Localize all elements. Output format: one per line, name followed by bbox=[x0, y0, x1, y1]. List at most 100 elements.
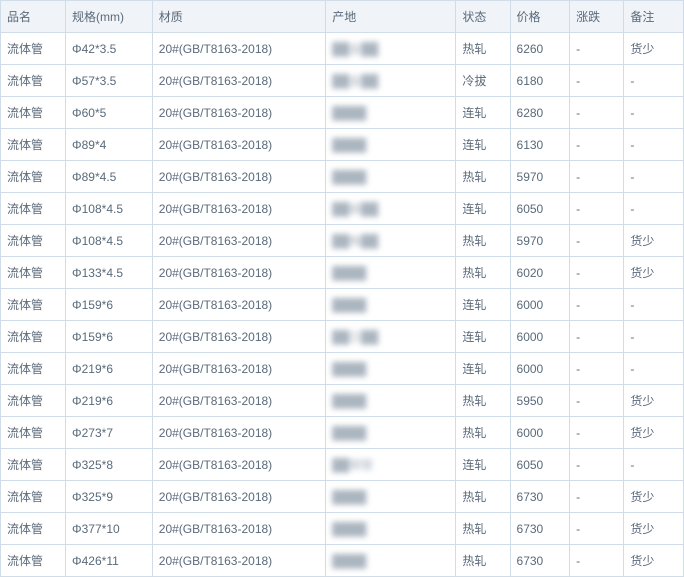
cell-origin: ████ bbox=[326, 385, 456, 417]
cell-status: 热轧 bbox=[456, 513, 510, 545]
cell-remark: - bbox=[624, 449, 684, 481]
cell-status: 连轧 bbox=[456, 193, 510, 225]
obscured-text: ████ bbox=[332, 298, 366, 312]
cell-change: - bbox=[570, 193, 624, 225]
cell-origin: ██钢管 bbox=[326, 449, 456, 481]
cell-name: 流体管 bbox=[1, 225, 66, 257]
cell-change: - bbox=[570, 97, 624, 129]
cell-status: 冷拔 bbox=[456, 65, 510, 97]
cell-remark: 货少 bbox=[624, 225, 684, 257]
obscured-text: ████ bbox=[332, 490, 366, 504]
col-header-origin: 产地 bbox=[326, 1, 456, 33]
col-header-name: 品名 bbox=[1, 1, 66, 33]
cell-change: - bbox=[570, 129, 624, 161]
cell-material: 20#(GB/T8163-2018) bbox=[152, 513, 325, 545]
cell-spec: Φ426*11 bbox=[66, 545, 153, 577]
obscured-text: ██梅██ bbox=[332, 234, 378, 248]
cell-name: 流体管 bbox=[1, 545, 66, 577]
table-header-row: 品名 规格(mm) 材质 产地 状态 价格 涨跌 备注 bbox=[1, 1, 684, 33]
cell-spec: Φ159*6 bbox=[66, 321, 153, 353]
cell-price: 6730 bbox=[510, 481, 570, 513]
table-row: 流体管Φ108*4.520#(GB/T8163-2018)██梅██热轧5970… bbox=[1, 225, 684, 257]
cell-name: 流体管 bbox=[1, 193, 66, 225]
cell-remark: 货少 bbox=[624, 385, 684, 417]
cell-origin: ██日██ bbox=[326, 321, 456, 353]
cell-material: 20#(GB/T8163-2018) bbox=[152, 545, 325, 577]
cell-change: - bbox=[570, 353, 624, 385]
cell-name: 流体管 bbox=[1, 257, 66, 289]
cell-material: 20#(GB/T8163-2018) bbox=[152, 193, 325, 225]
cell-material: 20#(GB/T8163-2018) bbox=[152, 161, 325, 193]
cell-material: 20#(GB/T8163-2018) bbox=[152, 385, 325, 417]
cell-status: 连轧 bbox=[456, 321, 510, 353]
cell-remark: 货少 bbox=[624, 257, 684, 289]
cell-remark: 货少 bbox=[624, 33, 684, 65]
cell-change: - bbox=[570, 257, 624, 289]
cell-origin: ██娟██ bbox=[326, 193, 456, 225]
cell-remark: - bbox=[624, 193, 684, 225]
cell-change: - bbox=[570, 321, 624, 353]
cell-price: 6000 bbox=[510, 417, 570, 449]
cell-origin: ████ bbox=[326, 161, 456, 193]
obscured-text: ██金██ bbox=[332, 74, 378, 88]
cell-remark: - bbox=[624, 129, 684, 161]
cell-change: - bbox=[570, 417, 624, 449]
cell-remark: - bbox=[624, 289, 684, 321]
cell-origin: ████ bbox=[326, 481, 456, 513]
cell-status: 热轧 bbox=[456, 417, 510, 449]
cell-origin: ██梅██ bbox=[326, 225, 456, 257]
col-header-price: 价格 bbox=[510, 1, 570, 33]
cell-material: 20#(GB/T8163-2018) bbox=[152, 225, 325, 257]
cell-spec: Φ108*4.5 bbox=[66, 225, 153, 257]
table-row: 流体管Φ219*620#(GB/T8163-2018)████连轧6000-- bbox=[1, 353, 684, 385]
cell-remark: 货少 bbox=[624, 481, 684, 513]
cell-spec: Φ377*10 bbox=[66, 513, 153, 545]
cell-change: - bbox=[570, 225, 624, 257]
cell-origin: ████ bbox=[326, 289, 456, 321]
obscured-text: ████ bbox=[332, 266, 366, 280]
cell-price: 5950 bbox=[510, 385, 570, 417]
cell-price: 6020 bbox=[510, 257, 570, 289]
cell-status: 热轧 bbox=[456, 257, 510, 289]
table-row: 流体管Φ325*920#(GB/T8163-2018)████热轧6730-货少 bbox=[1, 481, 684, 513]
obscured-text: ████ bbox=[332, 522, 366, 536]
cell-price: 6000 bbox=[510, 353, 570, 385]
cell-spec: Φ159*6 bbox=[66, 289, 153, 321]
table-row: 流体管Φ57*3.520#(GB/T8163-2018)██金██冷拔6180-… bbox=[1, 65, 684, 97]
obscured-text: ██金██ bbox=[332, 42, 378, 56]
cell-spec: Φ133*4.5 bbox=[66, 257, 153, 289]
cell-status: 热轧 bbox=[456, 385, 510, 417]
obscured-text: ████ bbox=[332, 554, 366, 568]
obscured-text: ████ bbox=[332, 426, 366, 440]
cell-name: 流体管 bbox=[1, 65, 66, 97]
cell-name: 流体管 bbox=[1, 417, 66, 449]
cell-spec: Φ325*8 bbox=[66, 449, 153, 481]
table-row: 流体管Φ60*520#(GB/T8163-2018)████连轧6280-- bbox=[1, 97, 684, 129]
obscured-text: ██钢管 bbox=[332, 458, 373, 472]
cell-material: 20#(GB/T8163-2018) bbox=[152, 321, 325, 353]
col-header-status: 状态 bbox=[456, 1, 510, 33]
cell-name: 流体管 bbox=[1, 129, 66, 161]
table-row: 流体管Φ426*1120#(GB/T8163-2018)████热轧6730-货… bbox=[1, 545, 684, 577]
cell-spec: Φ108*4.5 bbox=[66, 193, 153, 225]
cell-status: 连轧 bbox=[456, 97, 510, 129]
cell-status: 热轧 bbox=[456, 481, 510, 513]
col-header-remark: 备注 bbox=[624, 1, 684, 33]
cell-remark: - bbox=[624, 353, 684, 385]
cell-price: 6130 bbox=[510, 129, 570, 161]
cell-remark: - bbox=[624, 97, 684, 129]
cell-spec: Φ57*3.5 bbox=[66, 65, 153, 97]
cell-origin: ████ bbox=[326, 513, 456, 545]
cell-spec: Φ42*3.5 bbox=[66, 33, 153, 65]
cell-spec: Φ60*5 bbox=[66, 97, 153, 129]
cell-price: 6730 bbox=[510, 545, 570, 577]
table-row: 流体管Φ325*820#(GB/T8163-2018)██钢管连轧6050-- bbox=[1, 449, 684, 481]
cell-change: - bbox=[570, 545, 624, 577]
cell-material: 20#(GB/T8163-2018) bbox=[152, 33, 325, 65]
cell-change: - bbox=[570, 481, 624, 513]
cell-remark: 货少 bbox=[624, 545, 684, 577]
cell-origin: ████ bbox=[326, 353, 456, 385]
cell-material: 20#(GB/T8163-2018) bbox=[152, 449, 325, 481]
product-price-table: 品名 规格(mm) 材质 产地 状态 价格 涨跌 备注 流体管Φ42*3.520… bbox=[0, 0, 684, 577]
cell-change: - bbox=[570, 161, 624, 193]
